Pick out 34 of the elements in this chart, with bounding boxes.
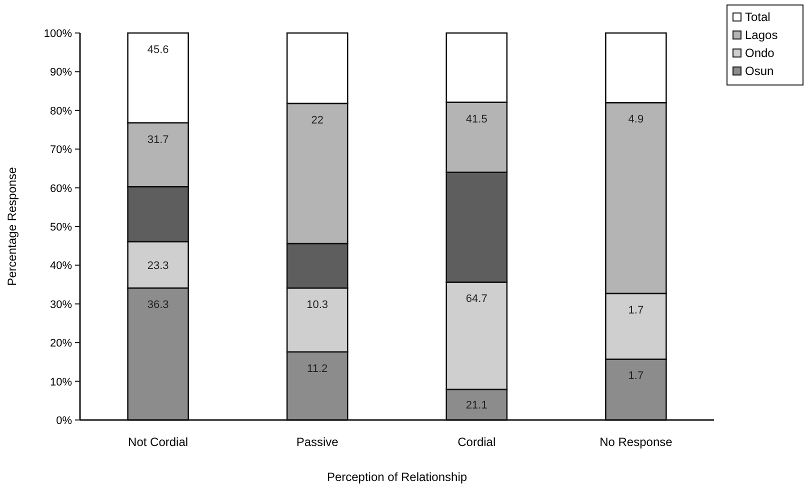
annotation: 41.5: [466, 113, 488, 126]
legend-label: Ondo: [745, 46, 775, 60]
legend-label: Osun: [745, 64, 774, 78]
annotation: 21.1: [466, 400, 488, 412]
x-tick-label: Not Cordial: [128, 435, 188, 449]
annotation: 11.2: [307, 362, 328, 375]
annotation: 36.3: [147, 299, 169, 312]
annotation: 45.6: [147, 44, 169, 56]
y-tick-label: 0%: [56, 415, 72, 427]
annotation: 1.7: [628, 370, 644, 382]
y-tick-label: 40%: [50, 260, 72, 272]
annotation: 4.9: [628, 114, 644, 126]
x-tick-label: No Response: [600, 435, 673, 449]
y-axis-title: Percentage Response: [5, 166, 19, 286]
legend-label: Lagos: [745, 28, 778, 42]
y-tick-label: 60%: [50, 182, 72, 195]
y-tick-label: 70%: [50, 144, 72, 156]
y-tick-label: 30%: [50, 298, 72, 311]
y-tick-label: 10%: [50, 376, 72, 388]
annotation: 23.3: [147, 260, 169, 272]
annotation: 22: [311, 114, 324, 126]
y-tick-label: 50%: [50, 222, 72, 234]
y-tick-label: 90%: [50, 66, 72, 79]
annotation: 64.7: [466, 293, 488, 306]
annotation: 1.7: [628, 304, 644, 316]
x-tick-label: Cordial: [458, 435, 496, 449]
annotation: 31.7: [147, 134, 169, 146]
annotation: 10.3: [306, 299, 328, 312]
x-axis-title: Perception of Relationship: [326, 470, 468, 484]
x-tick-label: Passive: [296, 435, 339, 449]
y-tick-label: 20%: [50, 338, 72, 350]
legend-label: Total: [745, 10, 770, 24]
y-tick-label: 100%: [44, 28, 72, 40]
y-tick-label: 80%: [50, 105, 72, 118]
